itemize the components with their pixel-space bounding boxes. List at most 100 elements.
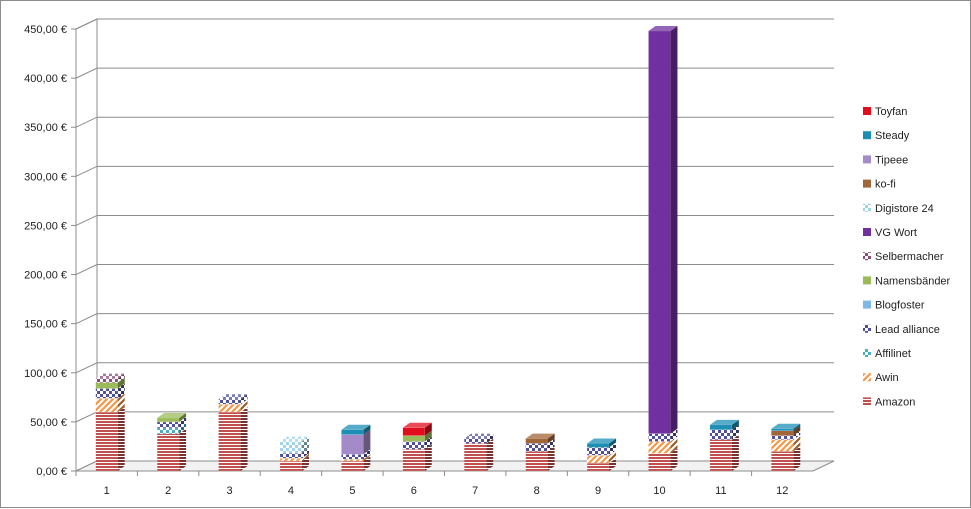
legend-swatch bbox=[863, 300, 871, 309]
bar-segment-steady bbox=[709, 419, 739, 430]
legend-label: Amazon bbox=[875, 396, 915, 408]
bar-segment-lead-alliance bbox=[771, 430, 801, 440]
legend-item: Lead alliance bbox=[863, 324, 940, 336]
y-tick-label: 250,00 € bbox=[24, 220, 67, 232]
bar-stack-10 bbox=[648, 25, 678, 472]
legend-item: VG Wort bbox=[863, 227, 917, 239]
legend-swatch bbox=[863, 228, 871, 236]
gridline bbox=[75, 165, 834, 177]
bar-segment-tipeee bbox=[341, 429, 371, 455]
bar-stacks bbox=[95, 25, 801, 472]
y-tick-label: 0,00 € bbox=[36, 466, 67, 478]
bar-segment-lead-alliance bbox=[463, 433, 494, 444]
bar-segment-awin bbox=[95, 393, 125, 413]
x-tick-label: 5 bbox=[349, 485, 355, 497]
x-tick-label: 6 bbox=[411, 485, 417, 497]
bar-segment-amazon bbox=[463, 438, 494, 472]
legend-label: Digistore 24 bbox=[875, 203, 934, 215]
legend-item: Steady bbox=[863, 130, 910, 142]
x-tick-label: 7 bbox=[472, 485, 478, 497]
bar-segment-digistore-24 bbox=[279, 436, 309, 454]
y-tick-label: 150,00 € bbox=[24, 319, 67, 331]
legend-swatch bbox=[863, 252, 871, 261]
bar-stack-2 bbox=[156, 412, 187, 472]
bar-segment-lead-alliance bbox=[218, 394, 248, 405]
bar-segment-amazon bbox=[709, 434, 739, 472]
bar-stack-1 bbox=[95, 373, 125, 472]
bar-segment-amazon bbox=[156, 428, 187, 472]
x-axis-tick-labels: 1 2 3 4 5 6 7 8 9 10 11 12 bbox=[75, 471, 788, 497]
bar-stack-8 bbox=[525, 433, 555, 472]
gridlines bbox=[71, 18, 834, 472]
bar-segment-selbermacher bbox=[95, 373, 125, 383]
x-tick-label: 4 bbox=[288, 485, 294, 497]
legend-swatch bbox=[863, 107, 871, 115]
legend-swatch bbox=[863, 373, 871, 382]
legend-item: Awin bbox=[863, 372, 899, 384]
legend-swatch bbox=[863, 179, 871, 188]
bar-stack-4 bbox=[279, 436, 309, 472]
gridline bbox=[75, 362, 834, 374]
legend-swatch bbox=[863, 155, 871, 164]
legend-item: Affilinet bbox=[863, 348, 911, 360]
legend-label: ko-fi bbox=[875, 179, 896, 191]
bar-stack-11 bbox=[709, 419, 739, 472]
gridline bbox=[75, 18, 834, 30]
legend-item: ko-fi bbox=[863, 179, 896, 191]
bar-segment-steady bbox=[586, 438, 617, 448]
bar-segment-toyfan bbox=[402, 422, 432, 436]
bar-stack-3 bbox=[218, 394, 248, 472]
bar-segment-amazon bbox=[525, 446, 555, 472]
bar-segment-ko-fi bbox=[525, 433, 555, 444]
gridline bbox=[75, 264, 834, 276]
bar-stack-6 bbox=[402, 422, 432, 472]
x-tick-label: 1 bbox=[104, 485, 110, 497]
y-tick-label: 400,00 € bbox=[24, 73, 67, 85]
x-tick-label: 3 bbox=[226, 485, 232, 497]
legend-item: Toyfan bbox=[863, 106, 907, 118]
legend-swatch bbox=[863, 324, 871, 333]
y-tick-label: 350,00 € bbox=[24, 122, 67, 134]
y-tick-label: 200,00 € bbox=[24, 270, 67, 282]
legend-label: VG Wort bbox=[875, 227, 917, 239]
bar-segment-amazon bbox=[771, 446, 801, 472]
y-tick-label: 300,00 € bbox=[24, 171, 67, 183]
bar-segment-awin bbox=[341, 454, 371, 462]
legend-item: Amazon bbox=[863, 396, 915, 408]
bar-segment-steady bbox=[771, 423, 801, 431]
gridline bbox=[75, 313, 834, 325]
bar-segment-steady bbox=[341, 424, 371, 435]
bar-segment-amazon bbox=[95, 407, 125, 472]
legend-swatch bbox=[863, 397, 871, 406]
y-tick-label: 50,00 € bbox=[30, 417, 67, 429]
legend-label: Selbermacher bbox=[875, 251, 944, 263]
legend-label: Lead alliance bbox=[875, 324, 940, 336]
bar-stack-5 bbox=[341, 424, 371, 472]
legend-swatch bbox=[863, 203, 871, 212]
gridline bbox=[75, 67, 834, 79]
bar-stack-9 bbox=[586, 438, 617, 472]
bar-stack-12 bbox=[771, 423, 801, 472]
x-tick-label: 2 bbox=[165, 485, 171, 497]
bar-segment-amazon bbox=[648, 448, 678, 472]
legend-label: Namensbänder bbox=[875, 275, 951, 287]
legend-label: Blogfoster bbox=[875, 300, 925, 312]
legend-item: Namensbänder bbox=[863, 275, 951, 287]
x-tick-label: 9 bbox=[595, 485, 601, 497]
bar-segment-vg-wort bbox=[648, 25, 678, 434]
y-tick-label: 450,00 € bbox=[24, 24, 67, 36]
x-tick-label: 12 bbox=[776, 485, 788, 497]
legend-label: Awin bbox=[875, 372, 899, 384]
legend-item: Digistore 24 bbox=[863, 203, 934, 215]
legend-swatch bbox=[863, 349, 871, 357]
x-tick-label: 11 bbox=[715, 485, 726, 497]
legend-item: Blogfoster bbox=[863, 300, 925, 312]
side-wall bbox=[75, 18, 98, 472]
legend-swatch bbox=[863, 131, 871, 140]
bar-segment-lead-alliance bbox=[709, 424, 739, 440]
legend-item: Selbermacher bbox=[863, 251, 944, 263]
bar-stack-7 bbox=[463, 433, 494, 472]
y-axis-tick-labels: 0,00 € 50,00 € 100,00 € 150,00 € 200,00 € 250… bbox=[24, 24, 67, 478]
bar-segment-amazon bbox=[218, 407, 248, 472]
